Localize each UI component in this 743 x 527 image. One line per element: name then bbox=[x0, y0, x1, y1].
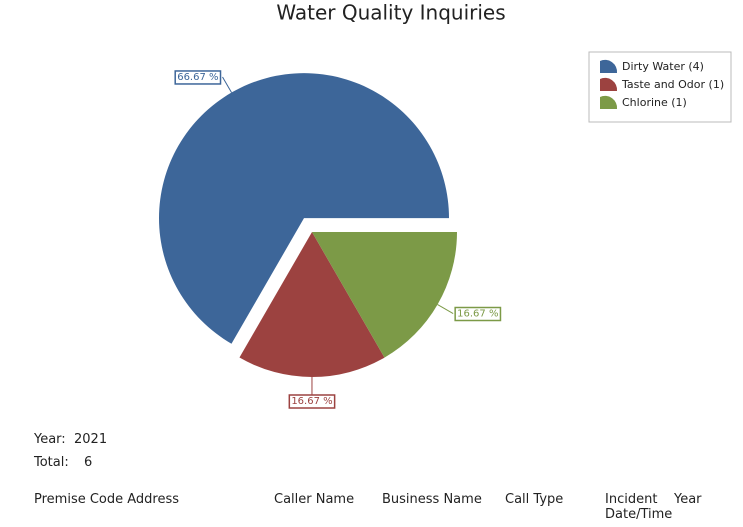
column-header: Call Type bbox=[505, 492, 564, 507]
pie-slice bbox=[312, 232, 457, 358]
total-label: Total: bbox=[34, 455, 69, 470]
year-value: 2021 bbox=[74, 432, 108, 447]
legend-swatch bbox=[600, 77, 618, 91]
column-header: Business Name bbox=[382, 492, 482, 507]
data-label-box bbox=[288, 394, 336, 409]
data-label: 16.67 % bbox=[457, 309, 498, 320]
legend-label: Chlorine (1) bbox=[622, 96, 687, 109]
pie-slice bbox=[159, 73, 450, 344]
year-label: Year: bbox=[34, 432, 66, 447]
column-header: Premise Code Address bbox=[34, 492, 180, 507]
column-header: Year bbox=[674, 492, 702, 507]
data-label: 66.67 % bbox=[177, 72, 218, 83]
chart-title: Water Quality Inquiries bbox=[276, 1, 505, 25]
column-header: Caller Name bbox=[274, 492, 355, 507]
legend-label: Dirty Water (4) bbox=[622, 60, 704, 73]
leader-line bbox=[222, 76, 232, 93]
column-header: Incident Date/Time bbox=[605, 492, 673, 522]
pie-slice bbox=[239, 232, 385, 377]
data-label-box bbox=[174, 70, 222, 85]
legend-swatch bbox=[600, 59, 618, 73]
total-value: 6 bbox=[84, 455, 93, 470]
legend-swatch bbox=[600, 95, 618, 109]
data-label-box bbox=[454, 306, 502, 322]
legend-label: Taste and Odor (1) bbox=[621, 78, 724, 91]
leader-line bbox=[437, 304, 454, 314]
data-label: 16.67 % bbox=[291, 396, 332, 407]
